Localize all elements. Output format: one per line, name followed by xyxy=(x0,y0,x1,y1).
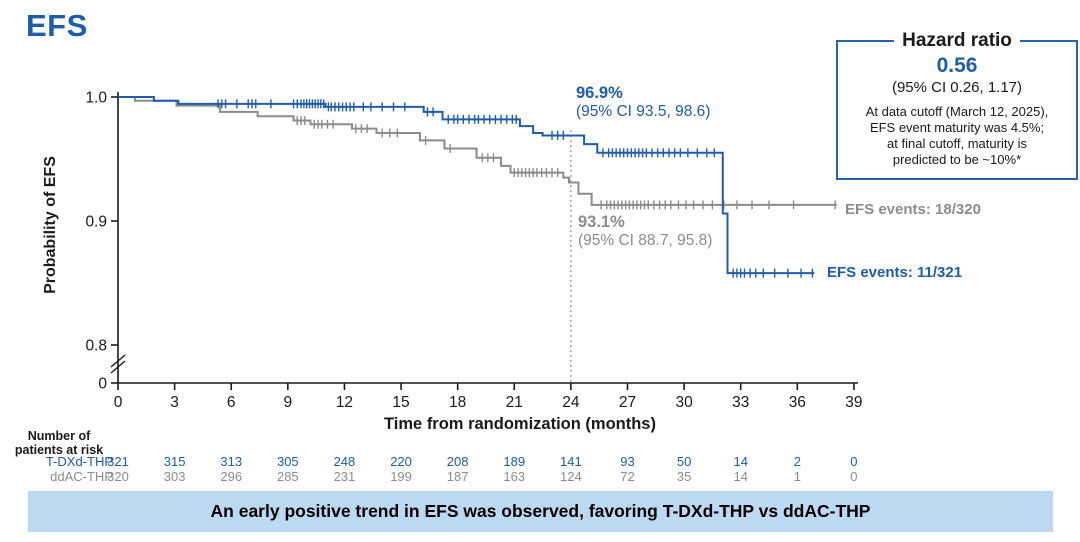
x-tick-label: 27 xyxy=(619,394,636,411)
risk-row-label: ddAC-THP xyxy=(50,469,113,484)
y-tick-label: 0.8 xyxy=(85,338,107,355)
hazard-ratio-note-line: EFS event maturity was 4.5%; xyxy=(869,120,1045,135)
risk-row-tdxd: T-DXd-THP 321 315 313 305 248 220 208 189 141 93 50… xyxy=(0,454,1080,469)
km-curve-ddAC-THP xyxy=(118,96,837,206)
y-tick-label: 1.0 xyxy=(85,90,107,107)
hazard-ratio-ci: (95% CI 0.26, 1.17) xyxy=(891,79,1023,96)
risk-count: 93 xyxy=(620,454,635,469)
tdxd-rate-ci: (95% CI 93.5, 98.6) xyxy=(576,103,711,120)
axis-break-mark xyxy=(110,354,126,368)
ddac-rate-value: 93.1% xyxy=(578,213,625,231)
x-tick-label: 36 xyxy=(789,394,806,411)
hazard-ratio-note-line: at final cutoff, maturity is xyxy=(887,136,1027,151)
hazard-ratio-box: Hazard ratio 0.56 (95% CI 0.26, 1.17) At… xyxy=(836,30,1078,180)
hazard-ratio-title: Hazard ratio xyxy=(902,30,1012,51)
tdxd-events-label: EFS events: 11/321 xyxy=(827,264,963,281)
hazard-ratio-note: At data cutoff (March 12, 2025), EFS even… xyxy=(844,104,1070,168)
risk-count: 248 xyxy=(333,454,356,469)
x-tick-label: 39 xyxy=(845,394,862,411)
x-tick-label: 21 xyxy=(506,394,523,411)
summary-banner: An early positive trend in EFS was obser… xyxy=(28,491,1053,532)
risk-table-header-line: patients at risk xyxy=(14,443,104,457)
x-tick-label: 24 xyxy=(562,394,580,411)
risk-count: 14 xyxy=(733,454,748,469)
x-tick-label: 3 xyxy=(170,394,179,411)
hazard-ratio-value: 0.56 xyxy=(936,54,978,77)
risk-count: 305 xyxy=(276,454,299,469)
x-axis-label: Time from randomization (months) xyxy=(384,415,656,433)
risk-table-header: Number of patients at risk xyxy=(0,429,118,457)
y-axis-label: Probability of EFS xyxy=(42,156,59,294)
x-tick-label: 6 xyxy=(227,394,236,411)
risk-count: 315 xyxy=(163,454,186,469)
risk-count: 163 xyxy=(503,469,526,484)
risk-count: 208 xyxy=(446,454,469,469)
risk-row-ddac: ddAC-THP 320 303 296 285 231 199 187 163 124 72 35 1… xyxy=(0,469,1080,484)
axis-break-mark xyxy=(110,360,126,374)
risk-table-header-line: Number of xyxy=(27,429,91,443)
page-title: EFS xyxy=(26,8,88,43)
risk-count: 320 xyxy=(107,469,129,484)
risk-count: 2 xyxy=(793,454,801,469)
risk-count: 0 xyxy=(850,454,858,469)
risk-count: 296 xyxy=(220,469,243,484)
risk-count: 199 xyxy=(390,469,412,484)
x-tick-label: 30 xyxy=(675,394,693,411)
risk-count: 303 xyxy=(163,469,186,484)
x-tick-label: 0 xyxy=(114,394,123,411)
risk-count: 285 xyxy=(276,469,299,484)
risk-count: 14 xyxy=(733,469,748,484)
tdxd-rate-annotation: 96.9% (95% CI 93.5, 98.6) xyxy=(576,84,710,121)
hazard-ratio-note-line: At data cutoff (March 12, 2025), xyxy=(865,104,1049,119)
x-tick-label: 12 xyxy=(336,394,353,411)
ddac-events-label: EFS events: 18/320 xyxy=(845,201,981,218)
risk-count: 187 xyxy=(446,469,469,484)
risk-count: 72 xyxy=(620,469,635,484)
risk-count: 50 xyxy=(676,454,692,469)
risk-count: 124 xyxy=(560,469,582,484)
risk-count: 321 xyxy=(107,454,129,469)
risk-count: 141 xyxy=(560,454,582,469)
risk-row-label: T-DXd-THP xyxy=(45,454,113,469)
x-tick-label: 33 xyxy=(732,394,749,411)
km-curve-T-DXd-THP xyxy=(118,96,815,275)
risk-count: 1 xyxy=(793,469,801,484)
tdxd-rate-value: 96.9% xyxy=(576,84,623,102)
ddac-rate-annotation: 93.1% (95% CI 88.7, 95.8) xyxy=(578,213,712,250)
x-tick-label: 15 xyxy=(392,394,409,411)
hazard-ratio-note-line: predicted to be ~10%* xyxy=(892,152,1022,167)
x-tick-label: 9 xyxy=(284,394,293,411)
ddac-rate-ci: (95% CI 88.7, 95.8) xyxy=(578,232,713,249)
y-tick-label: 0 xyxy=(98,376,107,393)
risk-count: 189 xyxy=(503,454,526,469)
risk-count: 231 xyxy=(333,469,356,484)
risk-count: 220 xyxy=(390,454,412,469)
x-tick-label: 18 xyxy=(449,394,466,411)
risk-count: 0 xyxy=(850,469,858,484)
y-tick-label: 0.9 xyxy=(85,214,107,231)
risk-count: 35 xyxy=(676,469,692,484)
risk-count: 313 xyxy=(220,454,243,469)
